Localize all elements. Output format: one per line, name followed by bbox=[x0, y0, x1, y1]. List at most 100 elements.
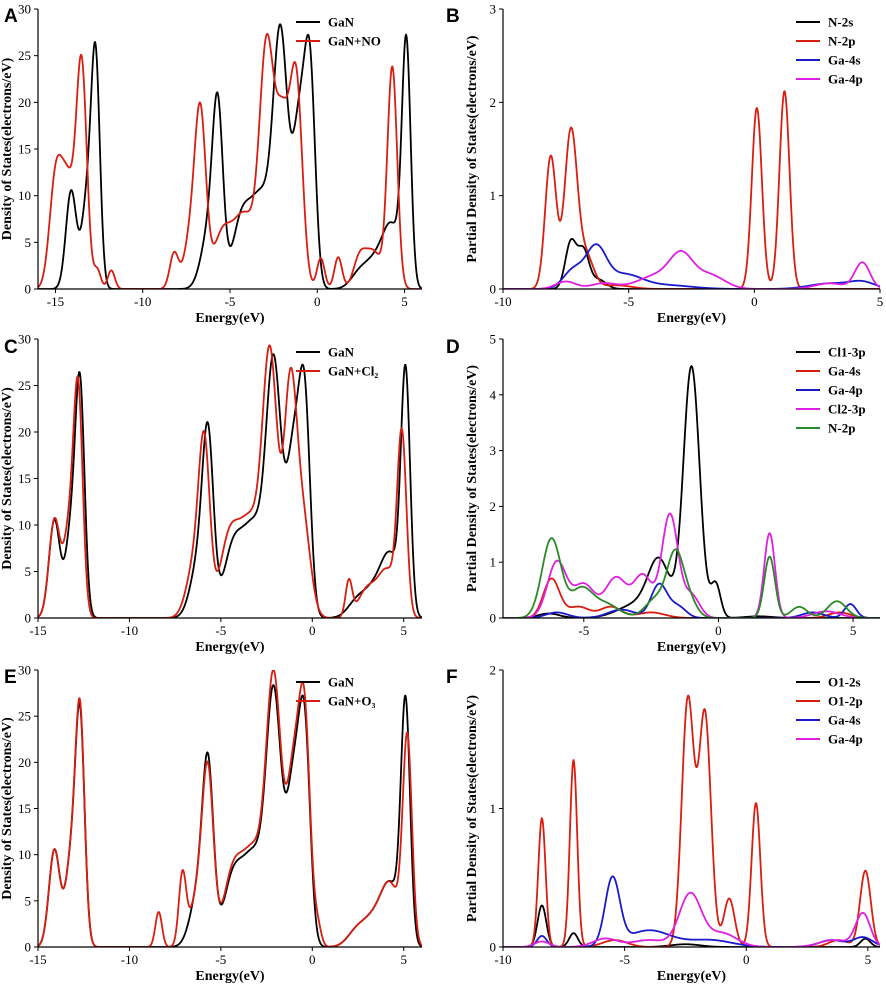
x-axis-title: Energy(eV) bbox=[657, 640, 727, 655]
panel-letter: A bbox=[4, 6, 18, 27]
y-axis-title: Density of States(electrons/eV) bbox=[0, 387, 15, 570]
series-line-gan-o- bbox=[38, 670, 422, 947]
legend-label: GaN bbox=[328, 675, 355, 690]
x-tick-label: -15 bbox=[47, 294, 64, 309]
series-group bbox=[503, 694, 880, 947]
legend-label: Ga-4s bbox=[828, 53, 861, 68]
legend-label: Cl1-3p bbox=[828, 345, 866, 360]
legend-label: GaN+NO bbox=[328, 34, 381, 49]
y-tick-label: 3 bbox=[490, 2, 497, 17]
series-line-gan bbox=[38, 23, 422, 289]
x-tick-label: -10 bbox=[121, 952, 138, 967]
legend-label: Ga-4s bbox=[828, 364, 861, 379]
x-tick-label: -5 bbox=[215, 952, 226, 967]
legend-label: N-2p bbox=[828, 421, 855, 436]
x-axis-title: Energy(eV) bbox=[195, 311, 265, 326]
legend-label: O1-2s bbox=[828, 675, 861, 690]
legend: GaN GaN+Cl₂ bbox=[296, 345, 378, 379]
x-tick-label: 5 bbox=[865, 952, 872, 967]
y-tick-label: 25 bbox=[18, 709, 31, 724]
y-tick-label: 2 bbox=[490, 499, 497, 514]
x-tick-label: -5 bbox=[215, 623, 226, 638]
series-group bbox=[38, 344, 422, 618]
panel-letter: B bbox=[446, 6, 460, 27]
panel-letter: F bbox=[446, 667, 458, 688]
legend-label: GaN bbox=[328, 15, 355, 30]
legend: GaN GaN+NO bbox=[296, 15, 381, 49]
y-tick-label: 0 bbox=[25, 282, 32, 297]
series-group bbox=[38, 670, 422, 947]
x-tick-label: 0 bbox=[743, 952, 750, 967]
y-tick-label: 5 bbox=[25, 235, 32, 250]
series-group bbox=[38, 23, 422, 289]
legend-label: Ga-4p bbox=[828, 732, 863, 747]
legend-label: Ga-4s bbox=[828, 713, 861, 728]
y-tick-label: 30 bbox=[18, 332, 31, 347]
series-line-gan bbox=[38, 684, 422, 947]
y-tick-label: 2 bbox=[490, 663, 497, 678]
x-tick-label: 5 bbox=[850, 623, 857, 638]
x-tick-label: -5 bbox=[619, 952, 630, 967]
chart-panel-a: -15 -10 -5 0 5 0 5 10 15 20 25 30 Energy(eV) Density … bbox=[0, 2, 422, 326]
x-axis-title: Energy(eV) bbox=[195, 969, 265, 984]
x-tick-label: 5 bbox=[400, 623, 407, 638]
y-axis-title: Density of States(electrons/eV) bbox=[0, 57, 15, 240]
series-line-gan bbox=[38, 353, 422, 618]
y-tick-label: 25 bbox=[18, 378, 31, 393]
x-tick-label: -10 bbox=[494, 294, 511, 309]
legend-label: N-2p bbox=[828, 34, 855, 49]
y-tick-label: 3 bbox=[490, 443, 497, 458]
y-tick-label: 25 bbox=[18, 48, 31, 63]
y-tick-label: 0 bbox=[490, 940, 497, 955]
x-tick-label: -10 bbox=[134, 294, 151, 309]
chart-panel-f: -10 -5 0 5 0 1 2 Energy(eV) Partial Density of S… bbox=[446, 663, 880, 984]
series-line-n-2s bbox=[503, 237, 880, 289]
y-tick-label: 10 bbox=[18, 518, 31, 533]
x-axis-title: Energy(eV) bbox=[195, 640, 265, 655]
series-line-ga-4p bbox=[503, 250, 880, 289]
y-axis-title: Partial Density of States(electrons/eV) bbox=[465, 35, 480, 263]
legend-label: GaN bbox=[328, 345, 355, 360]
y-tick-label: 0 bbox=[25, 940, 32, 955]
legend: N-2s N-2p Ga-4s Ga-4p bbox=[796, 15, 863, 87]
panel-letter: D bbox=[446, 337, 460, 358]
series-line-cl1-3p bbox=[503, 365, 880, 618]
y-tick-label: 5 bbox=[490, 332, 497, 347]
series-line-gan-no bbox=[38, 32, 422, 289]
series-line-gan-cl- bbox=[38, 344, 422, 618]
x-tick-label: 5 bbox=[401, 294, 408, 309]
y-tick-label: 4 bbox=[490, 387, 497, 402]
y-tick-label: 0 bbox=[25, 611, 32, 626]
y-axis-title: Partial Density of States(electrons/eV) bbox=[465, 365, 480, 593]
y-tick-label: 5 bbox=[25, 893, 32, 908]
x-tick-label: 0 bbox=[314, 294, 321, 309]
series-line-n-2p bbox=[503, 90, 880, 289]
chart-panel-e: -15 -10 -5 0 5 0 5 10 15 20 25 30 Energy(eV) Density … bbox=[0, 663, 422, 984]
series-group bbox=[503, 365, 880, 618]
legend-label: GaN+O₃ bbox=[328, 694, 376, 709]
y-tick-label: 30 bbox=[18, 2, 31, 17]
x-tick-label: -5 bbox=[578, 623, 589, 638]
series-line-o1-2p bbox=[503, 694, 880, 947]
y-tick-label: 15 bbox=[18, 801, 31, 816]
y-tick-label: 1 bbox=[490, 801, 497, 816]
y-tick-label: 20 bbox=[18, 95, 31, 110]
x-tick-label: 5 bbox=[400, 952, 407, 967]
y-tick-label: 0 bbox=[490, 282, 497, 297]
legend-label: Ga-4p bbox=[828, 383, 863, 398]
chart-panel-c: -15 -10 -5 0 5 0 5 10 15 20 25 30 Energy(eV) Density … bbox=[0, 332, 422, 655]
legend: O1-2s O1-2p Ga-4s Ga-4p bbox=[796, 675, 863, 747]
y-axis-title: Density of States(electrons/eV) bbox=[0, 717, 15, 900]
y-tick-label: 2 bbox=[490, 95, 497, 110]
legend-label: N-2s bbox=[828, 15, 853, 30]
legend-label: O1-2p bbox=[828, 694, 863, 709]
legend: Cl1-3p Ga-4s Ga-4p Cl2-3p N-2p bbox=[796, 345, 866, 436]
series-line-o1-2s bbox=[503, 904, 880, 947]
y-tick-label: 30 bbox=[18, 663, 31, 678]
y-axis-title: Partial Density of States(electrons/eV) bbox=[465, 695, 480, 923]
y-tick-label: 10 bbox=[18, 847, 31, 862]
x-tick-label: -10 bbox=[494, 952, 511, 967]
x-tick-label: -5 bbox=[623, 294, 634, 309]
x-tick-label: -10 bbox=[121, 623, 138, 638]
